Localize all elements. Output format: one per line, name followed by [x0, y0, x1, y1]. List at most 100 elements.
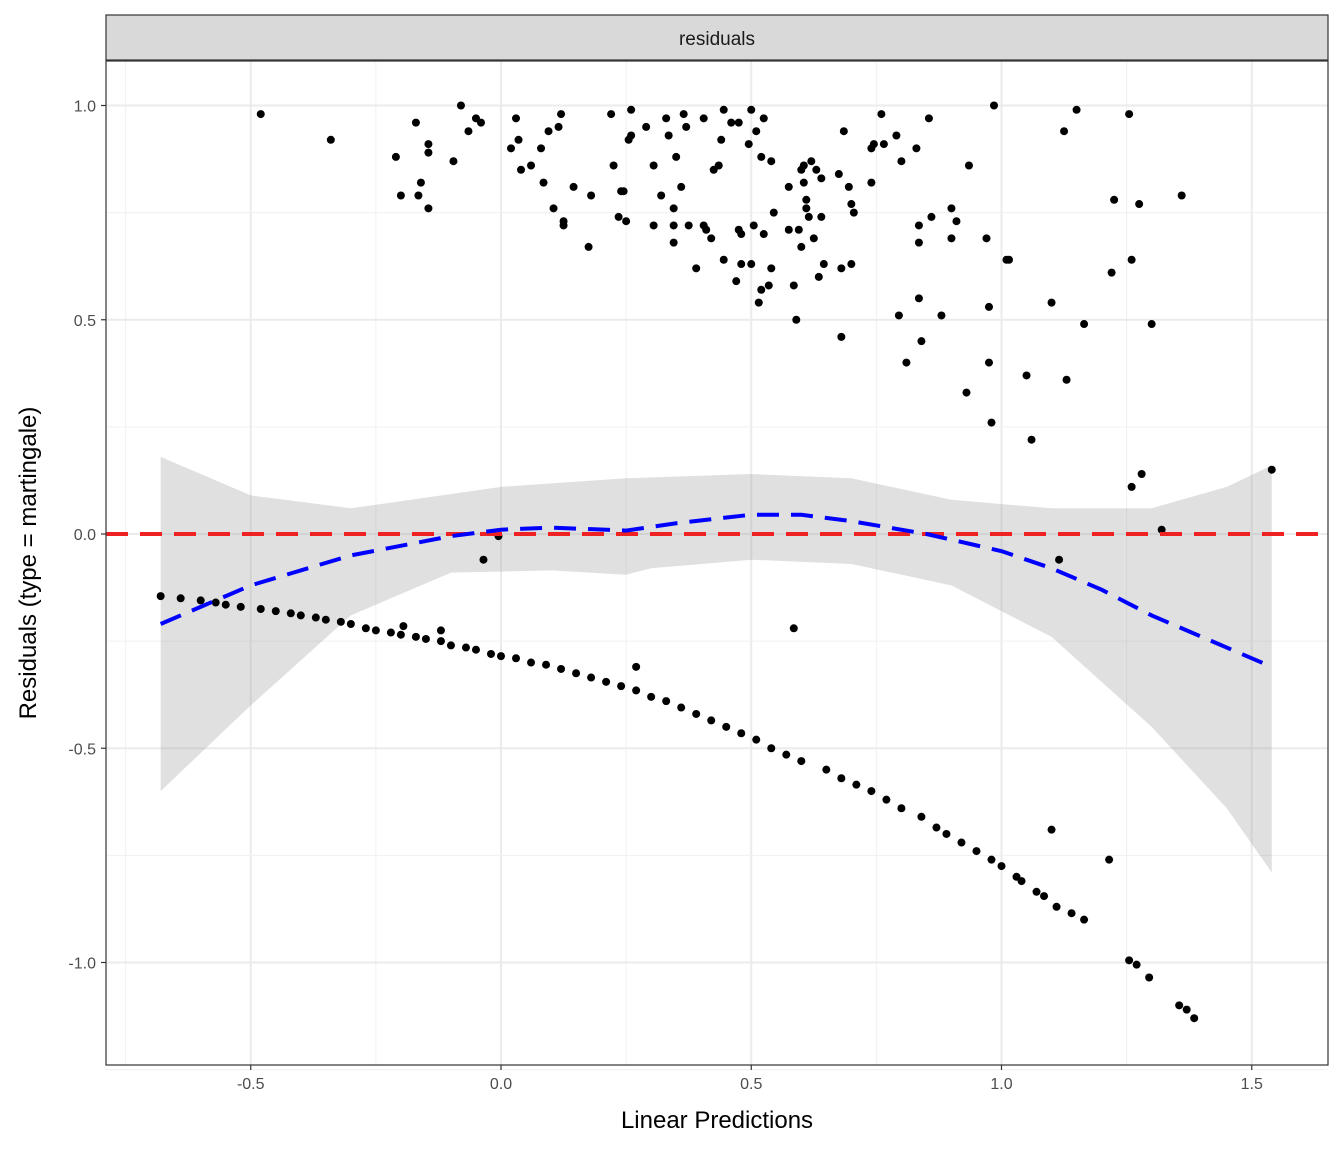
data-point	[812, 165, 821, 174]
data-point	[737, 260, 746, 269]
data-point	[1005, 255, 1014, 264]
data-point	[587, 673, 596, 682]
data-point	[1062, 375, 1071, 384]
data-point	[784, 182, 793, 191]
data-point	[619, 187, 628, 196]
data-point	[924, 114, 933, 123]
data-point	[764, 281, 773, 290]
x-axis-label: Linear Predictions	[621, 1107, 813, 1134]
data-point	[572, 669, 581, 678]
panel-background	[106, 61, 1328, 1065]
data-point	[732, 277, 741, 286]
data-point	[1080, 320, 1089, 329]
data-point	[326, 135, 335, 144]
data-point	[632, 662, 641, 671]
data-point	[1135, 200, 1144, 209]
data-point	[749, 221, 758, 230]
data-point	[759, 230, 768, 239]
data-point	[717, 135, 726, 144]
data-point	[649, 161, 658, 170]
data-point	[436, 637, 445, 646]
data-point	[679, 110, 688, 119]
data-point	[722, 722, 731, 731]
data-point	[1127, 255, 1136, 264]
data-point	[424, 148, 433, 157]
data-point	[989, 101, 998, 110]
data-point	[714, 161, 723, 170]
data-point	[1107, 268, 1116, 277]
data-point	[894, 311, 903, 320]
data-point	[902, 358, 911, 367]
data-point	[461, 643, 470, 652]
x-tick-label: 1.5	[1241, 1076, 1263, 1093]
data-point	[587, 191, 596, 200]
data-point	[557, 664, 566, 673]
data-point	[584, 242, 593, 251]
data-point	[754, 298, 763, 307]
data-point	[927, 212, 936, 221]
data-point	[1105, 855, 1114, 864]
data-point	[416, 178, 425, 187]
data-point	[809, 234, 818, 243]
data-point	[662, 697, 671, 706]
data-point	[692, 264, 701, 273]
data-point	[627, 131, 636, 140]
data-point	[1060, 127, 1069, 136]
data-point	[1137, 470, 1146, 479]
data-point	[569, 182, 578, 191]
data-point	[794, 225, 803, 234]
data-point	[424, 140, 433, 149]
y-tick-label: 0.5	[74, 313, 96, 330]
data-point	[744, 140, 753, 149]
data-point	[799, 178, 808, 187]
data-point	[917, 812, 926, 821]
data-point	[789, 281, 798, 290]
data-point	[1047, 825, 1056, 834]
data-point	[982, 234, 991, 243]
data-point	[897, 804, 906, 813]
data-point	[396, 191, 405, 200]
data-point	[446, 641, 455, 650]
data-point	[799, 161, 808, 170]
data-point	[869, 140, 878, 149]
data-point	[537, 144, 546, 153]
data-point	[784, 225, 793, 234]
data-point	[1145, 973, 1154, 982]
data-point	[702, 225, 711, 234]
data-point	[837, 332, 846, 341]
data-point	[221, 600, 230, 609]
data-point	[1182, 1005, 1191, 1014]
y-axis-label: Residuals (type = martingale)	[15, 407, 42, 720]
data-point	[211, 598, 220, 607]
data-point	[664, 131, 673, 140]
data-point	[987, 418, 996, 427]
data-point	[391, 152, 400, 161]
data-point	[512, 114, 521, 123]
data-point	[699, 114, 708, 123]
data-point	[1055, 555, 1064, 564]
data-point	[669, 204, 678, 213]
data-point	[672, 152, 681, 161]
data-point	[1047, 298, 1056, 307]
data-point	[867, 787, 876, 796]
data-point	[1175, 1001, 1184, 1010]
data-point	[464, 127, 473, 136]
data-point	[962, 388, 971, 397]
data-point	[414, 191, 423, 200]
data-point	[822, 765, 831, 774]
data-point	[1110, 195, 1119, 204]
data-point	[684, 221, 693, 230]
data-point	[747, 260, 756, 269]
data-point	[997, 862, 1006, 871]
y-tick-label: 0.0	[74, 527, 96, 544]
data-point	[914, 221, 923, 230]
data-point	[256, 110, 265, 119]
data-point	[957, 838, 966, 847]
data-point	[797, 757, 806, 766]
data-point	[952, 217, 961, 226]
data-point	[847, 260, 856, 269]
data-point	[867, 178, 876, 187]
data-point	[632, 686, 641, 695]
data-point	[669, 221, 678, 230]
